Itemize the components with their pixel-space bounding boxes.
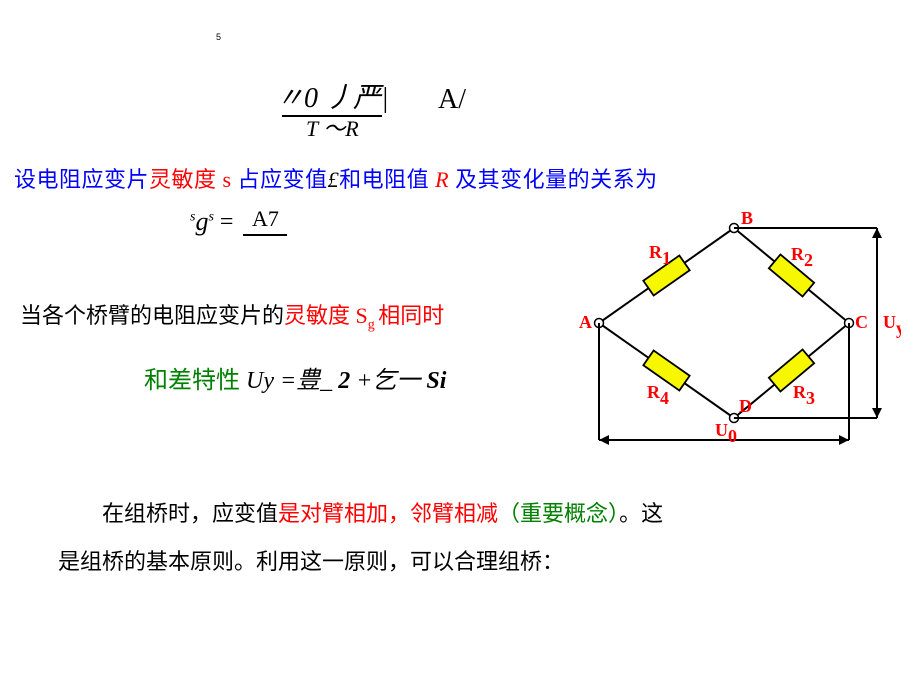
line3-t4: 。这 [619, 501, 663, 526]
fraction-1-denominator: T ～R [276, 117, 389, 141]
wheatstone-bridge-diagram: B A C D R1 R2 R3 R4 Uy U0 [569, 208, 901, 448]
label-R3: R3 [793, 382, 815, 408]
eq3-Si: Si [426, 368, 446, 394]
line-2: 当各个桥臂的电阻应变片的灵敏度 Sg 相同时 [20, 298, 444, 333]
resistor-R3 [769, 349, 814, 391]
label-U0: U0 [715, 420, 737, 446]
line2-t2: 灵敏度 S [284, 303, 368, 328]
eq2-rhs-top: A7 [243, 206, 287, 232]
eq3-plus: + [356, 368, 372, 394]
eq3-p1: 豊_ [296, 368, 338, 394]
eq2-sup2: s [208, 209, 213, 224]
eq3-label: 和差特性 [144, 368, 246, 394]
label-R1: R1 [649, 242, 671, 268]
fraction-1: 〃0 丿严| T ～R [276, 84, 389, 141]
eq3-eq: = [280, 368, 296, 394]
small-superscript: 5 [216, 32, 221, 42]
line1-R: R [435, 167, 455, 192]
line1-t2: 灵敏度 s [149, 167, 238, 192]
equation-3: 和差特性 Uy =豊_ 2 +乞一 Si [144, 360, 446, 395]
fraction-1-numerator: 〃0 丿严| [276, 84, 389, 115]
line3-t2: 是对臂相加，邻臂相减 [278, 501, 498, 526]
eq2-g: g [195, 207, 208, 236]
line3-t1: 在组桥时，应变值 [102, 501, 278, 526]
label-C: C [855, 312, 868, 332]
eq2-rhs-bar [243, 234, 287, 236]
line1-eps: £ [328, 167, 340, 192]
a-slash-label: A/ [438, 84, 466, 116]
label-B: B [741, 208, 753, 228]
label-D: D [739, 396, 752, 416]
line1-t3: 占应变值 [238, 167, 328, 192]
eq3-n2: 2 [338, 368, 356, 394]
eq2-equals: = [220, 209, 234, 236]
label-A: A [579, 312, 592, 332]
line1-t5: 及其变化量的关系为 [455, 167, 658, 192]
line3-t3: （重要概念） [498, 501, 619, 526]
label-Uy: Uy [883, 312, 901, 338]
line-3: 在组桥时，应变值是对臂相加，邻臂相减（重要概念）。这是组桥的基本原则。利用这一原… [58, 490, 878, 587]
line2-t1: 当各个桥臂的电阻应变片的 [20, 303, 284, 328]
eq2-rhs: A7 [243, 206, 287, 238]
line-1: 设电阻应变片灵敏度 s 占应变值£和电阻值 R 及其变化量的关系为 [14, 162, 658, 194]
line3-t5: 是组桥的基本原则。利用这一原则，可以合理组桥： [58, 549, 564, 574]
line1-t4: 和电阻值 [339, 167, 435, 192]
eq2-lhs: sgs [190, 207, 214, 237]
line2-t3: 相同时 [378, 303, 444, 328]
eq3-p3: 乞一 [372, 368, 426, 394]
label-R4: R4 [647, 382, 669, 408]
equation-2: sgs = A7 [190, 206, 287, 238]
eq3-Uy: Uy [246, 368, 280, 394]
line1-t1: 设电阻应变片 [14, 167, 149, 192]
line2-sub: g [368, 317, 379, 332]
